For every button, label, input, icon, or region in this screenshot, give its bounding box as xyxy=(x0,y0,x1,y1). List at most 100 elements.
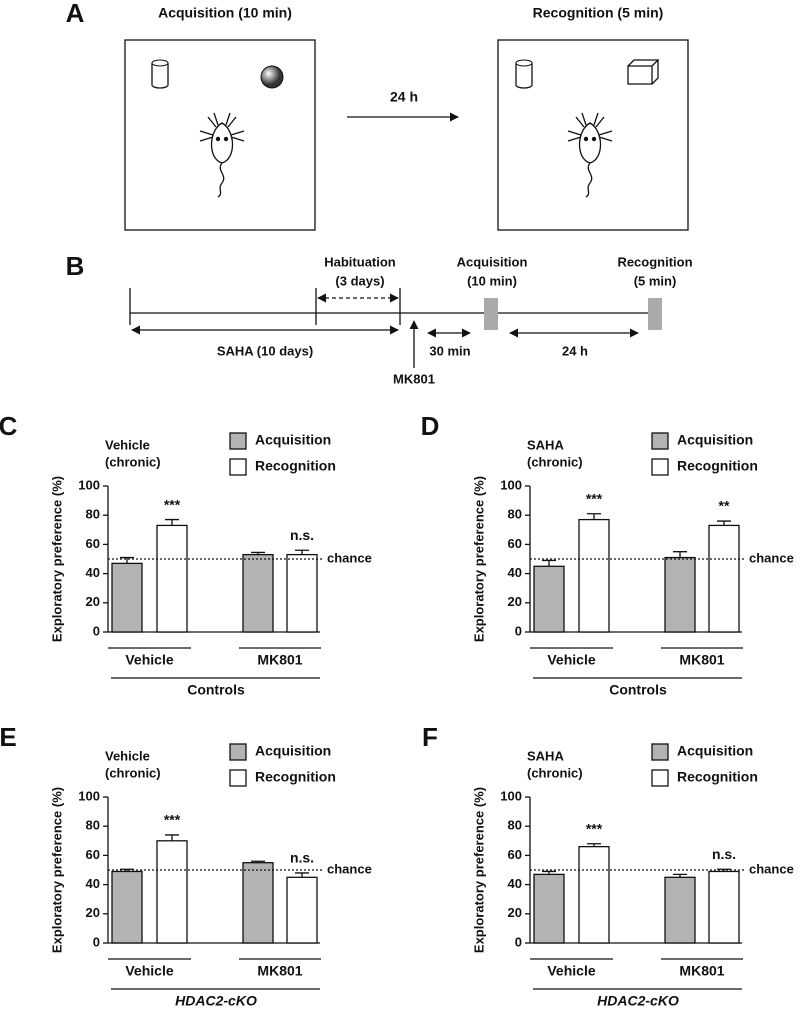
x-tick-label: MK801 xyxy=(257,963,302,979)
x-tick-label: Vehicle xyxy=(125,652,173,668)
error-bar xyxy=(251,860,265,863)
x-tick-label: Vehicle xyxy=(547,963,595,979)
significance-label: *** xyxy=(164,496,181,512)
legend-label: Acquisition xyxy=(677,432,753,448)
chance-label: chance xyxy=(327,861,372,876)
panel-label: A xyxy=(66,0,85,28)
panel-label: B xyxy=(66,251,85,281)
sphere-object xyxy=(260,65,284,89)
legend-swatch xyxy=(229,458,247,476)
y-tick-label: 60 xyxy=(508,847,522,862)
group-label: Controls xyxy=(187,682,245,698)
y-tick-label: 100 xyxy=(78,788,100,803)
bar xyxy=(156,840,188,944)
y-tick-label: 80 xyxy=(508,818,522,833)
box-title: Recognition (5 min) xyxy=(533,5,664,21)
error-bar xyxy=(295,872,309,878)
subtitle: (chronic) xyxy=(105,454,161,469)
y-tick-label: 60 xyxy=(86,847,100,862)
legend-swatch xyxy=(651,743,669,761)
bar xyxy=(156,524,188,633)
arena xyxy=(497,39,689,231)
error-bar xyxy=(542,559,556,567)
y-tick-label: 20 xyxy=(86,594,100,609)
mouse xyxy=(567,112,613,198)
error-bar xyxy=(120,868,134,872)
phase-label: (10 min) xyxy=(467,273,517,288)
y-tick-label: 80 xyxy=(508,507,522,522)
bar xyxy=(286,553,318,633)
y-axis-label: Exploratory preference (%) xyxy=(49,476,64,642)
bar xyxy=(242,553,274,633)
error-bar xyxy=(165,518,179,526)
y-axis-label: Exploratory preference (%) xyxy=(471,476,486,642)
legend-label: Acquisition xyxy=(255,432,331,448)
y-tick-label: 40 xyxy=(86,565,100,580)
y-tick-label: 0 xyxy=(93,934,100,949)
x-tick-label: MK801 xyxy=(679,963,724,979)
phase-label: (5 min) xyxy=(634,273,677,288)
y-tick-label: 0 xyxy=(515,934,522,949)
bar xyxy=(708,870,740,944)
bar xyxy=(664,556,696,633)
phase-label: SAHA (10 days) xyxy=(217,343,313,358)
chance-label: chance xyxy=(749,861,794,876)
y-tick-label: 100 xyxy=(500,477,522,492)
y-tick-label: 80 xyxy=(86,818,100,833)
legend-label: Recognition xyxy=(255,769,336,785)
mouse xyxy=(199,112,245,198)
error-bar xyxy=(251,551,265,555)
chance-label: chance xyxy=(749,550,794,565)
error-bar xyxy=(295,549,309,555)
phase-label: Habituation xyxy=(324,254,396,269)
error-bar xyxy=(673,873,687,878)
significance-label: n.s. xyxy=(290,527,314,543)
bar xyxy=(664,876,696,944)
error-bar xyxy=(587,843,601,847)
bar xyxy=(533,565,565,633)
panel-label: D xyxy=(421,411,440,441)
y-tick-label: 20 xyxy=(508,594,522,609)
group-label: HDAC2-cKO xyxy=(597,993,679,1009)
significance-label: *** xyxy=(586,820,603,836)
y-tick-label: 80 xyxy=(86,507,100,522)
session-block xyxy=(648,298,662,330)
error-bar xyxy=(165,834,179,841)
significance-label: n.s. xyxy=(712,846,736,862)
phase-label: Recognition xyxy=(617,254,692,269)
legend-label: Acquisition xyxy=(255,743,331,759)
legend-swatch xyxy=(651,432,669,450)
bar xyxy=(111,870,143,944)
legend-label: Acquisition xyxy=(677,743,753,759)
legend-label: Recognition xyxy=(677,769,758,785)
phase-label: (3 days) xyxy=(335,273,384,288)
legend-label: Recognition xyxy=(677,458,758,474)
phase-label: 30 min xyxy=(429,343,470,358)
significance-label: *** xyxy=(586,490,603,506)
cylinder-object xyxy=(515,59,533,89)
y-axis-label: Exploratory preference (%) xyxy=(471,787,486,953)
significance-label: *** xyxy=(164,812,181,828)
error-bar xyxy=(120,556,134,564)
phase-label: MK801 xyxy=(393,371,435,386)
y-tick-label: 0 xyxy=(93,623,100,638)
panel-label: F xyxy=(422,722,438,752)
y-axis-label: Exploratory preference (%) xyxy=(49,787,64,953)
y-tick-label: 40 xyxy=(508,876,522,891)
x-tick-label: MK801 xyxy=(257,652,302,668)
y-tick-label: 40 xyxy=(86,876,100,891)
subtitle: Vehicle xyxy=(105,437,150,452)
interval-label: 24 h xyxy=(390,89,418,105)
error-bar xyxy=(587,513,601,520)
y-tick-label: 20 xyxy=(86,905,100,920)
significance-label: ** xyxy=(719,498,730,514)
error-bar xyxy=(717,520,731,526)
x-tick-label: MK801 xyxy=(679,652,724,668)
x-tick-label: Vehicle xyxy=(125,963,173,979)
group-label: HDAC2-cKO xyxy=(175,993,257,1009)
subtitle: (chronic) xyxy=(105,765,161,780)
session-block xyxy=(484,298,498,330)
legend-swatch xyxy=(229,743,247,761)
bar xyxy=(533,873,565,944)
